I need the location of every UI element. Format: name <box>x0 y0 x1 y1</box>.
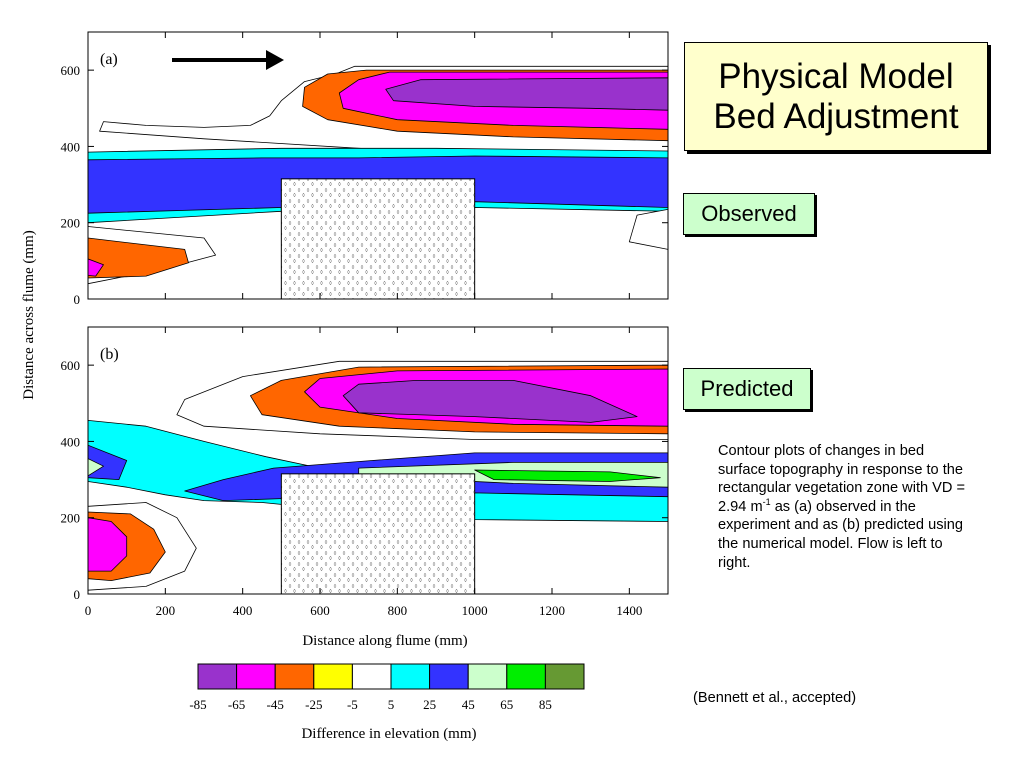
colorbar-swatch <box>544 663 585 690</box>
caption-superscript: -1 <box>762 496 771 507</box>
x-tick-label: 1200 <box>539 603 565 618</box>
y-tick-label: 400 <box>61 434 81 449</box>
contour-region <box>88 517 128 572</box>
contour-region <box>88 237 189 279</box>
contour-region <box>342 379 638 423</box>
contour-region <box>88 444 128 481</box>
flow-direction-arrow <box>172 50 284 70</box>
x-tick-label: 600 <box>310 603 330 618</box>
colorbar-tick-label: -85 <box>189 697 206 712</box>
contour-region <box>628 208 668 250</box>
colorbar-swatch <box>429 663 469 690</box>
colorbar-swatch <box>506 663 546 690</box>
vegetation-zone <box>280 473 476 595</box>
caption-text-2: as (a) observed in the experiment and as… <box>718 498 963 571</box>
figure-caption: Contour plots of changes in bed surface … <box>718 442 968 572</box>
slide-title: Physical Model Bed Adjustment <box>684 42 988 151</box>
colorbar-swatch <box>274 663 315 690</box>
y-tick-label: 600 <box>61 358 81 373</box>
colorbar-tick-label: 5 <box>388 697 395 712</box>
plot-frame <box>87 326 669 595</box>
x-tick-label: 800 <box>388 603 408 618</box>
predicted-label: Predicted <box>683 368 811 410</box>
colorbar-swatch <box>390 663 431 690</box>
colorbar-tick-label: 65 <box>500 697 513 712</box>
vegetation-zone <box>280 178 476 300</box>
y-tick-label: 0 <box>74 292 81 307</box>
y-tick-label: 400 <box>61 139 81 154</box>
x-tick-label: 200 <box>156 603 176 618</box>
x-tick-label: 1400 <box>616 603 642 618</box>
contour-panels: 0 200 400 600 (a) 0 200 400 600 800 1000 1200 1400 0 2… <box>61 31 669 618</box>
colorbar-tick-label: 45 <box>462 697 475 712</box>
colorbar-tick-label: -25 <box>305 697 322 712</box>
colorbar-tick-label: 85 <box>539 697 552 712</box>
slide-title-line-2: Bed Adjustment <box>713 96 959 136</box>
y-tick-label: 200 <box>61 511 81 526</box>
contour-region <box>385 77 668 111</box>
x-tick-label: 400 <box>233 603 253 618</box>
colorbar-tick-label: -5 <box>347 697 358 712</box>
slide-title-line-1: Physical Model <box>718 56 954 96</box>
citation-credit: (Bennett et al., accepted) <box>693 690 857 706</box>
x-axis-label: Distance along flume (mm) <box>302 633 467 649</box>
colorbar-swatch <box>236 663 276 690</box>
colorbar-swatch <box>467 663 508 690</box>
contour-region <box>88 458 104 477</box>
colorbar-swatch <box>351 663 392 690</box>
plot-frame <box>87 31 669 300</box>
colorbar-tick-label: -65 <box>228 697 245 712</box>
panel-label: (b) <box>100 346 119 363</box>
panel-predicted: 0 200 400 600 800 1000 1200 1400 0 200 400 600 (b) <box>61 326 669 618</box>
colorbar-tick-label: 25 <box>423 697 436 712</box>
panel-label: (a) <box>100 51 118 68</box>
contour-region <box>474 469 661 482</box>
y-tick-label: 0 <box>74 587 81 602</box>
panel-observed: 0 200 400 600 (a) <box>61 31 669 307</box>
colorbar-title: Difference in elevation (mm) <box>301 726 476 742</box>
x-tick-label: 0 <box>85 603 92 618</box>
colorbar-tick-label: -45 <box>267 697 284 712</box>
y-tick-label: 600 <box>61 63 81 78</box>
caption-text-1: Contour plots of changes in bed surface … <box>718 443 966 515</box>
colorbar: -85 -65 -45 -25 -5 5 25 45 65 85 <box>189 663 585 712</box>
colorbar-swatch <box>313 663 353 690</box>
contour-region <box>88 258 104 277</box>
colorbar-swatch <box>197 663 238 690</box>
observed-label: Observed <box>683 193 815 235</box>
y-axis-label: Distance across flume (mm) <box>21 230 37 400</box>
y-tick-label: 200 <box>61 216 81 231</box>
x-tick-label: 1000 <box>462 603 488 618</box>
